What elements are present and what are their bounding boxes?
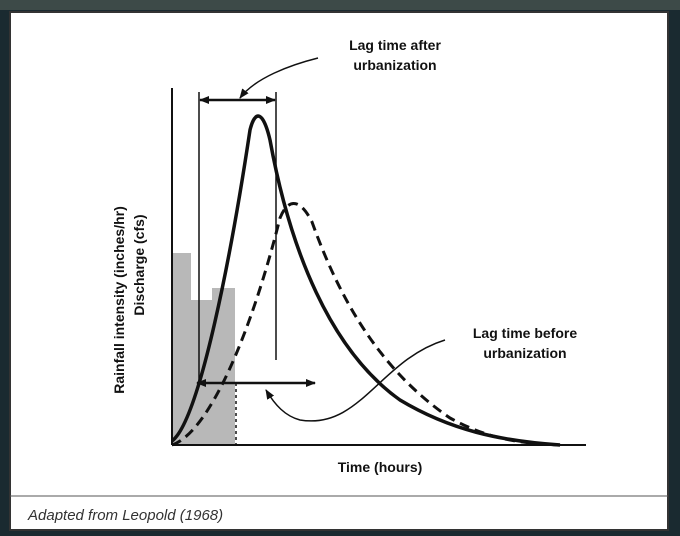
before-urbanization-curve — [171, 202, 561, 447]
y-axis-label: Discharge (cfs) — [131, 214, 147, 315]
y-axis-label: Rainfall intensity (inches/hr) — [111, 206, 127, 393]
panel — [9, 11, 669, 531]
annotation-line: urbanization — [353, 57, 436, 73]
x-axis-label: Time (hours) — [338, 459, 423, 475]
annotation-line: Lag time before — [473, 325, 577, 341]
annotation-line: urbanization — [483, 345, 566, 361]
annotation-line: Lag time after — [349, 37, 441, 53]
top-strip — [0, 0, 680, 10]
lag-markers — [196, 57, 446, 445]
caption: Adapted from Leopold (1968) — [27, 507, 223, 524]
